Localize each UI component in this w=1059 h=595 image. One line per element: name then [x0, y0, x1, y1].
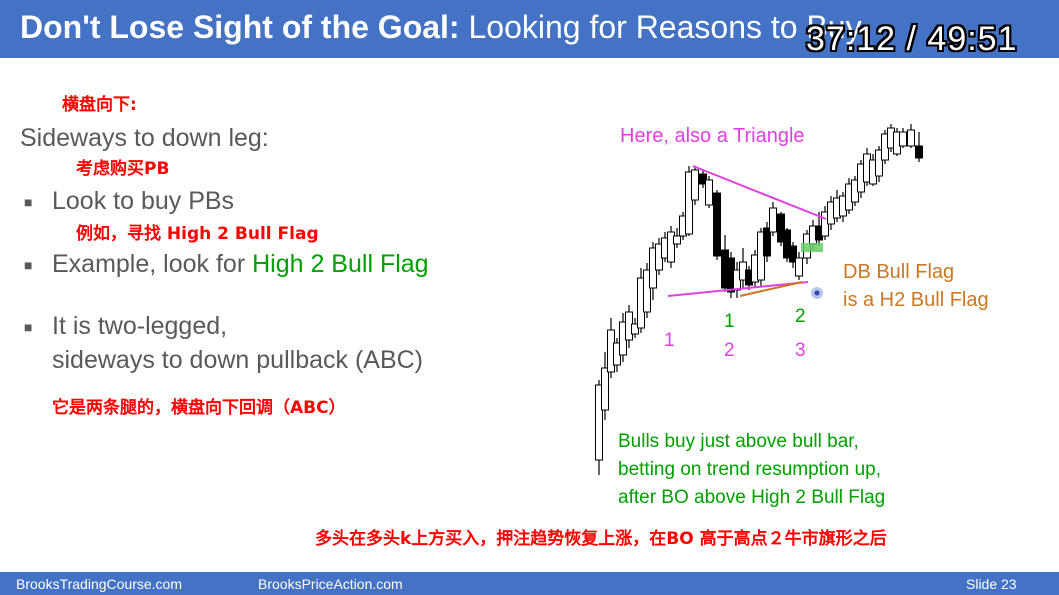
db-bull-flag-label-2: is a H2 Bull Flag: [843, 289, 989, 311]
bull-candle: [601, 367, 609, 411]
candlestick-bars: [595, 124, 923, 475]
bull-candle: [691, 169, 699, 201]
count-right-green-2: 2: [795, 306, 806, 327]
heading-sideways-down: Sideways to down leg:: [20, 124, 269, 152]
count-right-magenta-3: 3: [795, 340, 806, 361]
bull-candle: [643, 269, 651, 313]
count-mid-green-1: 1: [724, 311, 735, 332]
db-bull-flag-label-1: DB Bull Flag: [843, 261, 954, 283]
bear-candle: [789, 245, 797, 263]
bulls-text-2: betting on trend resumption up,: [618, 459, 881, 480]
slide-title: Don't Lose Sight of the Goal: Looking fo…: [20, 9, 862, 46]
bear-candle: [777, 213, 785, 243]
footer-brooks-trading-course: BrooksTradingCourse.com: [16, 576, 182, 592]
bear-candle: [783, 229, 791, 259]
triangle-upper-line: [692, 165, 827, 220]
bull-candle: [899, 131, 907, 147]
cursor-dot-center: [814, 290, 820, 296]
bullet-example: Example, look for High 2 Bull Flag: [52, 250, 429, 279]
bulls-text-1: Bulls buy just above bull bar,: [618, 431, 859, 452]
bull-candle: [685, 171, 693, 235]
bear-candle: [699, 173, 707, 185]
footer-brooks-price-action: BrooksPriceAction.com: [258, 576, 403, 592]
bull-candle: [631, 323, 639, 335]
bullet-two-legged-l1: It is two-legged,: [52, 312, 228, 340]
bear-candle: [763, 227, 771, 257]
title-bold: Don't Lose Sight of the Goal:: [20, 9, 460, 45]
bear-candle: [915, 145, 923, 159]
note-example: 例如，寻找 High 2 Bull Flag: [76, 224, 319, 244]
bullet-marker-3: ■: [24, 319, 33, 335]
example-text: Example, look for: [52, 250, 253, 278]
bear-candle: [713, 192, 721, 257]
double-bottom-line: [739, 281, 803, 297]
slide-number: Slide 23: [966, 576, 1017, 592]
video-timer: 37:12 / 49:51: [806, 20, 1018, 58]
bull-candle: [875, 149, 883, 177]
bull-candle: [907, 129, 915, 147]
bullet-buy-pbs: Look to buy PBs: [52, 187, 235, 215]
triangle-label: Here, also a Triangle: [620, 125, 805, 147]
bullet-two-legged-l2: sideways to down pullback (ABC): [52, 346, 423, 374]
count-left-1: 1: [664, 330, 675, 351]
bull-candle: [769, 207, 777, 233]
footer-bar: BrooksTradingCourse.com BrooksPriceActio…: [0, 572, 1059, 595]
bull-candle: [595, 384, 603, 461]
bulls-text-3: after BO above High 2 Bull Flag: [618, 487, 885, 508]
high-2-bull-flag: High 2 Bull Flag: [252, 250, 429, 278]
bullet-marker-2: ■: [24, 257, 33, 273]
bull-candle: [705, 179, 713, 206]
title-bar: [0, 0, 1059, 58]
bull-candle: [795, 257, 803, 277]
note-buy-pb: 考虑购买PB: [76, 159, 170, 179]
bull-candle: [667, 231, 675, 263]
note-bulls-buy: 多头在多头k上方买入，押注趋势恢复上涨，在BO 高于高点２牛市旗形之后: [315, 529, 887, 549]
title-rest: Looking for Reasons to Buy: [468, 9, 862, 45]
note-sideways-down: 横盘向下:: [62, 95, 137, 115]
signal-bar-highlight: [801, 243, 823, 252]
bullet-marker-1: ■: [24, 194, 33, 210]
bull-candle: [673, 235, 681, 245]
note-two-legged: 它是两条腿的，横盘向下回调（ABC）: [52, 398, 346, 418]
triangle-lower-line: [667, 281, 809, 297]
count-mid-magenta-2: 2: [724, 340, 735, 361]
